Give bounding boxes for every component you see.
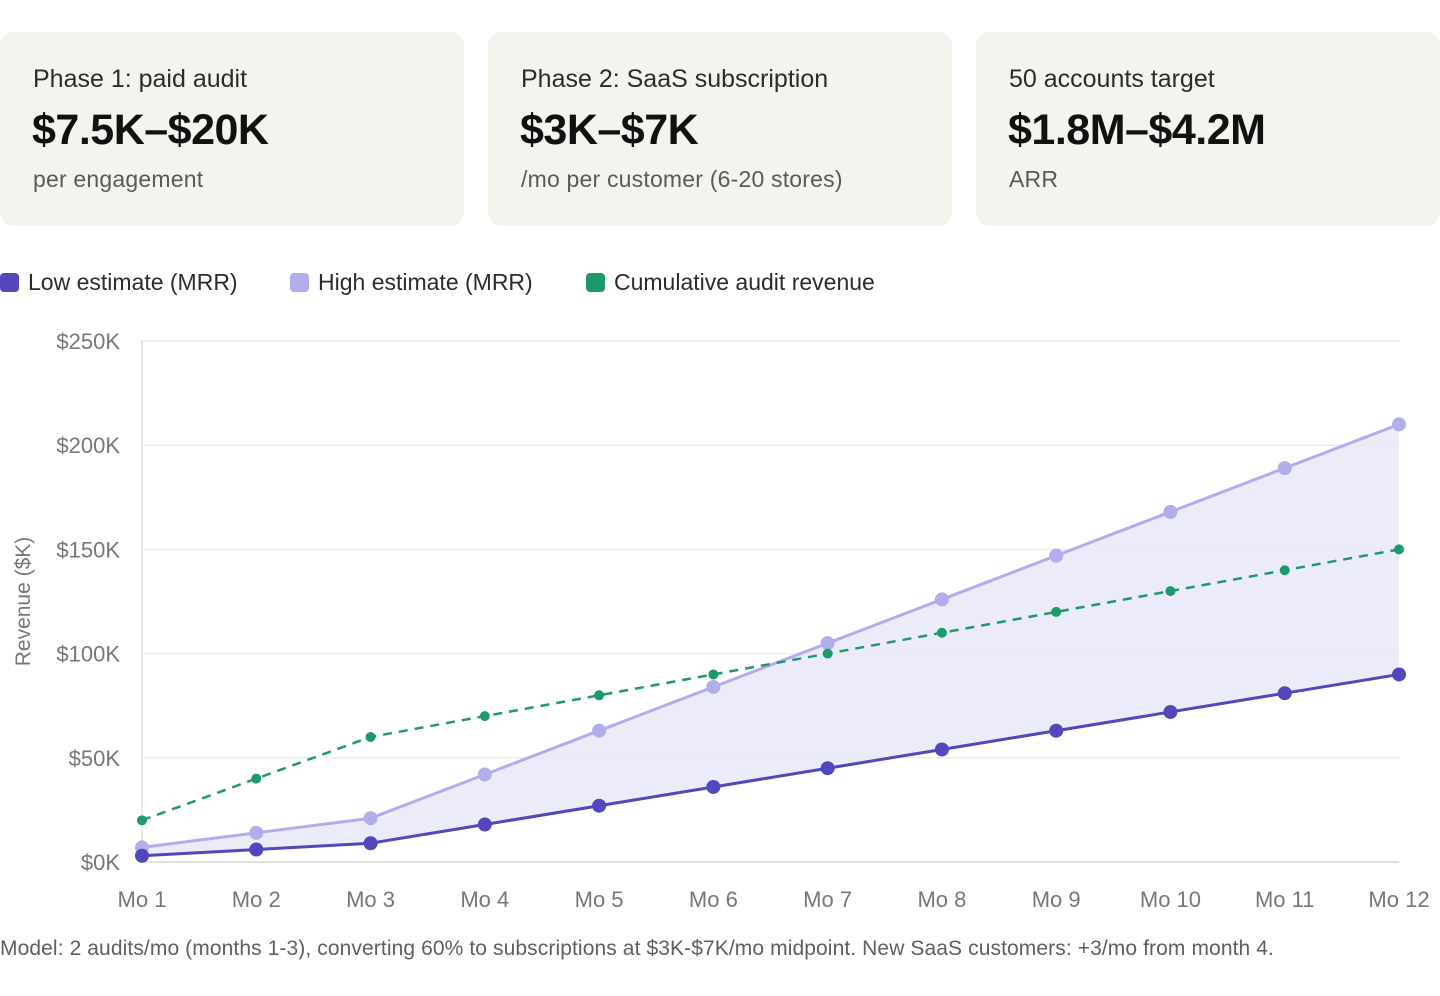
y-tick-label: $50K xyxy=(69,746,121,771)
card-sub: per engagement xyxy=(33,166,204,192)
y-tick-label: $100K xyxy=(56,642,120,667)
x-axis-ticks: Mo 1 Mo 2 Mo 3 Mo 4 Mo 5 Mo 6 Mo 7 Mo 8 Mo 9 Mo 1… xyxy=(118,887,1430,912)
series-line xyxy=(141,672,1400,858)
data-point xyxy=(1163,504,1178,519)
card-phase2: Phase 2: SaaS subscription $3K–$7K /mo p… xyxy=(488,32,952,226)
y-axis-title: Revenue ($K) xyxy=(12,537,35,667)
x-tick-label: Mo 6 xyxy=(689,887,738,912)
data-point xyxy=(592,723,607,738)
x-tick-label: Mo 9 xyxy=(1032,887,1081,912)
data-point xyxy=(477,767,492,782)
data-point xyxy=(594,690,605,701)
data-point xyxy=(1392,417,1406,432)
x-tick-label: Mo 4 xyxy=(460,887,509,912)
data-point xyxy=(363,836,378,851)
model-note: Model: 2 audits/mo (months 1-3), convert… xyxy=(0,937,1274,960)
legend-label: Low estimate (MRR) xyxy=(28,268,238,295)
card-sub: ARR xyxy=(1009,166,1059,192)
data-point xyxy=(249,842,264,857)
series-line xyxy=(141,548,1400,822)
data-point xyxy=(706,779,721,794)
data-point xyxy=(365,731,376,742)
y-axis-ticks: $0K $50K $100K $150K $200K $250K xyxy=(56,329,120,875)
data-point xyxy=(820,636,835,651)
data-point xyxy=(251,773,262,784)
card-target: 50 accounts target $1.8M–$4.2M ARR xyxy=(976,32,1440,226)
data-point xyxy=(1049,723,1064,738)
chart-series xyxy=(135,417,1406,863)
legend-item-low[interactable]: Low estimate (MRR) xyxy=(0,266,238,298)
data-point xyxy=(137,815,147,826)
data-point xyxy=(1051,606,1062,617)
data-point xyxy=(1392,667,1406,682)
data-point xyxy=(822,648,833,659)
data-point xyxy=(1163,704,1178,719)
data-point xyxy=(820,761,835,776)
x-tick-label: Mo 3 xyxy=(346,887,395,912)
series-low-estimate xyxy=(135,667,1406,863)
legend-label: High estimate (MRR) xyxy=(318,268,533,295)
card-value: $1.8M–$4.2M xyxy=(1008,106,1266,154)
card-sub: /mo per customer (6-20 stores) xyxy=(521,166,843,192)
y-tick-label: $0K xyxy=(81,850,120,875)
data-point xyxy=(1277,686,1292,701)
range-fill xyxy=(142,424,1399,856)
legend-swatch-high xyxy=(290,272,309,292)
legend-item-high[interactable]: High estimate (MRR) xyxy=(290,266,533,298)
chart-legend: Low estimate (MRR) High estimate (MRR) C… xyxy=(0,266,1440,298)
data-point xyxy=(936,627,947,638)
x-tick-label: Mo 2 xyxy=(232,887,281,912)
revenue-line-chart: $0K $50K $100K $150K $200K $250K Mo 1 Mo 2 Mo 3… xyxy=(12,329,1430,912)
x-tick-label: Mo 7 xyxy=(803,887,852,912)
card-value: $3K–$7K xyxy=(520,106,699,154)
card-label: Phase 2: SaaS subscription xyxy=(521,65,829,93)
legend-label: Cumulative audit revenue xyxy=(614,268,875,295)
x-tick-label: Mo 8 xyxy=(917,887,966,912)
x-tick-label: Mo 10 xyxy=(1140,887,1201,912)
data-point xyxy=(363,811,378,826)
data-point xyxy=(706,679,721,694)
estimate-range-area xyxy=(142,424,1399,856)
legend-item-cumulative[interactable]: Cumulative audit revenue xyxy=(586,266,875,298)
chart-grid xyxy=(141,340,1399,863)
y-tick-label: $150K xyxy=(56,537,120,562)
series-line xyxy=(141,422,1400,849)
x-tick-label: Mo 11 xyxy=(1255,887,1315,912)
legend-swatch-cumulative xyxy=(586,272,605,292)
data-point xyxy=(934,742,949,757)
data-point xyxy=(1394,544,1404,555)
data-point xyxy=(934,592,949,607)
data-point xyxy=(592,798,607,813)
card-label: 50 accounts target xyxy=(1009,65,1215,93)
data-point xyxy=(1277,461,1292,476)
data-point xyxy=(477,817,492,832)
summary-cards: Phase 1: paid audit $7.5K–$20K per engag… xyxy=(0,32,1440,226)
x-tick-label: Mo 12 xyxy=(1368,887,1429,912)
x-tick-label: Mo 5 xyxy=(575,887,624,912)
series-cumulative-audit xyxy=(137,544,1404,826)
data-point xyxy=(135,848,149,863)
y-tick-label: $250K xyxy=(56,329,120,354)
data-point xyxy=(249,825,264,840)
data-point xyxy=(708,669,719,680)
legend-swatch-low xyxy=(0,272,19,292)
x-tick-label: Mo 1 xyxy=(118,887,167,912)
card-label: Phase 1: paid audit xyxy=(33,65,248,93)
series-high-estimate xyxy=(135,417,1406,855)
data-point xyxy=(479,711,490,722)
data-point xyxy=(1279,565,1290,576)
y-tick-label: $200K xyxy=(56,433,120,458)
card-phase1: Phase 1: paid audit $7.5K–$20K per engag… xyxy=(0,32,464,226)
data-point xyxy=(1049,548,1064,563)
data-point xyxy=(1165,586,1176,597)
card-value: $7.5K–$20K xyxy=(32,106,269,154)
